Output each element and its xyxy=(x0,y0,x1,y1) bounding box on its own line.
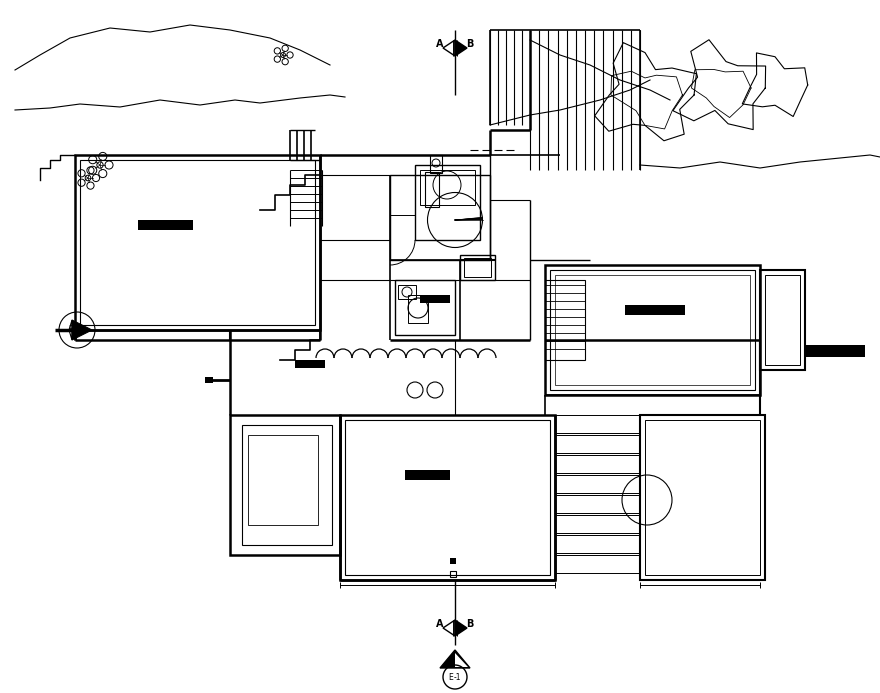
Polygon shape xyxy=(455,40,467,56)
Text: A: A xyxy=(436,619,444,629)
Bar xyxy=(545,280,585,360)
Bar xyxy=(640,415,765,580)
Bar xyxy=(420,295,450,303)
Bar xyxy=(415,165,480,240)
Bar xyxy=(555,415,640,433)
Bar xyxy=(555,475,640,493)
Polygon shape xyxy=(440,650,470,668)
Bar xyxy=(555,455,640,473)
Bar xyxy=(555,495,640,513)
Bar xyxy=(555,515,640,533)
Bar xyxy=(765,275,800,365)
Bar xyxy=(430,155,442,173)
Bar xyxy=(645,420,760,575)
Bar xyxy=(242,425,332,545)
Bar xyxy=(555,435,640,453)
Bar xyxy=(340,415,555,580)
Bar xyxy=(75,155,320,330)
Bar xyxy=(805,345,865,357)
Bar xyxy=(408,295,428,323)
Bar xyxy=(395,280,455,335)
Text: B: B xyxy=(466,39,473,49)
Bar xyxy=(555,555,640,573)
Bar xyxy=(625,305,685,315)
Bar xyxy=(420,170,475,205)
Text: E-2: E-2 xyxy=(68,326,80,335)
Polygon shape xyxy=(72,320,92,340)
Polygon shape xyxy=(455,620,467,636)
Bar xyxy=(450,571,456,577)
Text: -1: -1 xyxy=(453,672,461,681)
Bar xyxy=(398,285,416,299)
Bar xyxy=(345,420,550,575)
Bar xyxy=(390,175,490,260)
Bar xyxy=(450,558,456,564)
Bar xyxy=(295,360,325,368)
Bar xyxy=(464,258,491,277)
Text: A: A xyxy=(436,39,444,49)
Bar xyxy=(760,270,805,370)
Bar xyxy=(405,470,450,480)
Bar xyxy=(205,377,213,383)
Bar xyxy=(425,172,439,207)
Bar xyxy=(555,275,750,385)
Text: B: B xyxy=(466,619,473,629)
Bar xyxy=(138,220,193,230)
Bar xyxy=(248,435,318,525)
Bar xyxy=(460,255,495,280)
Bar xyxy=(545,265,760,395)
Bar xyxy=(80,160,315,325)
Bar xyxy=(550,270,755,390)
Bar xyxy=(230,415,340,555)
Bar xyxy=(555,535,640,553)
Polygon shape xyxy=(455,653,468,667)
Text: E: E xyxy=(449,672,453,681)
